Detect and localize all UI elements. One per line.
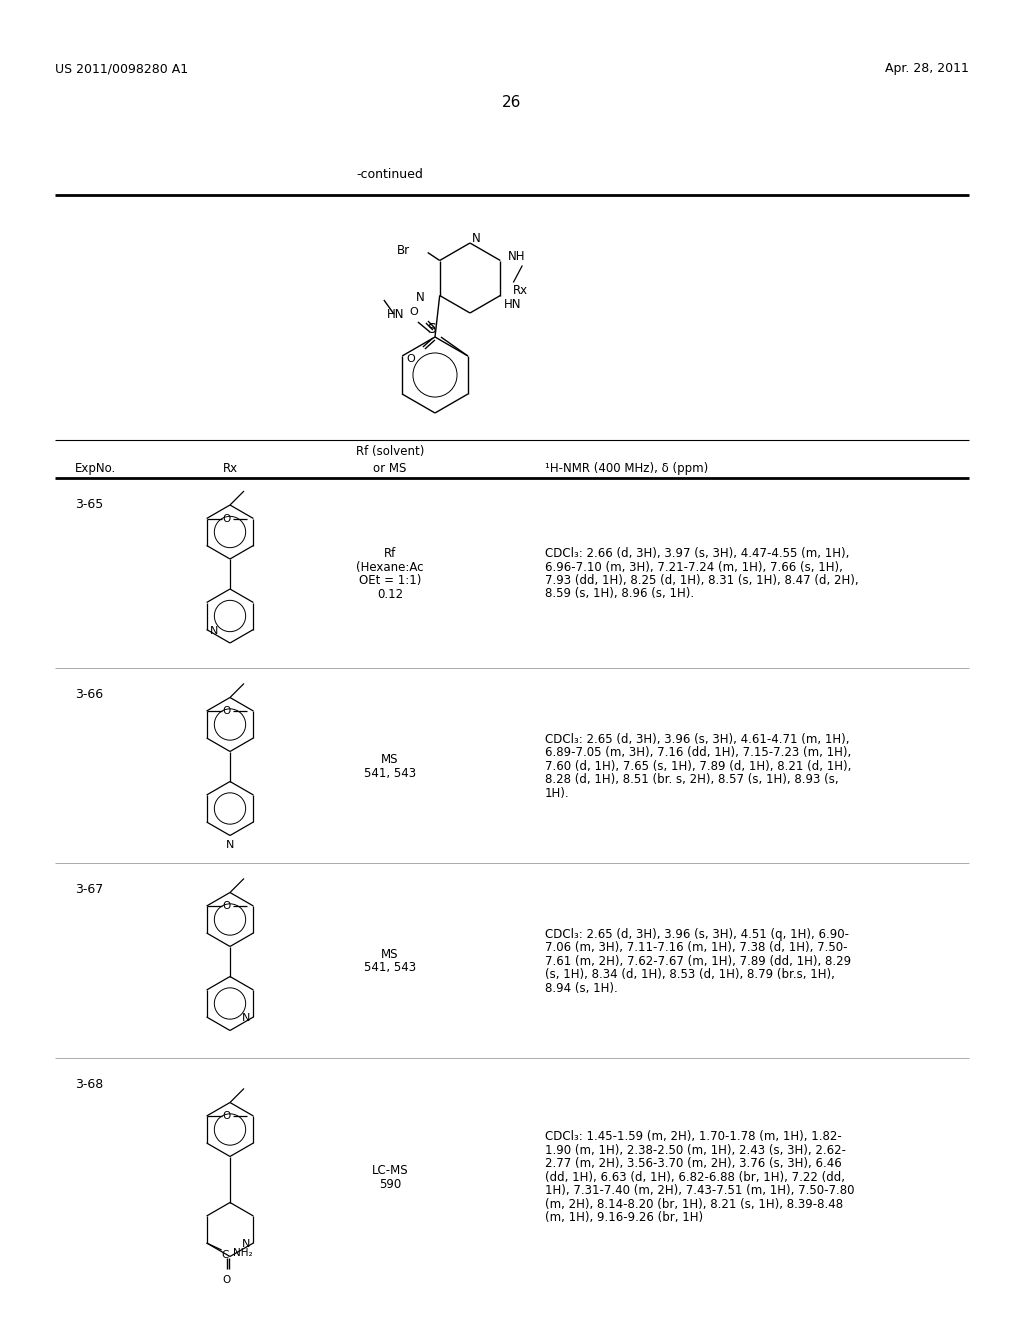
Text: 3-68: 3-68: [75, 1078, 103, 1092]
Text: N: N: [472, 232, 480, 246]
Text: S: S: [428, 322, 436, 337]
Text: 541, 543: 541, 543: [364, 961, 416, 974]
Text: CDCl₃: 1.45-1.59 (m, 2H), 1.70-1.78 (m, 1H), 1.82-: CDCl₃: 1.45-1.59 (m, 2H), 1.70-1.78 (m, …: [545, 1130, 842, 1143]
Text: Rx: Rx: [513, 285, 528, 297]
Text: CDCl₃: 2.66 (d, 3H), 3.97 (s, 3H), 4.47-4.55 (m, 1H),: CDCl₃: 2.66 (d, 3H), 3.97 (s, 3H), 4.47-…: [545, 546, 849, 560]
Text: 3-65: 3-65: [75, 498, 103, 511]
Text: 7.93 (dd, 1H), 8.25 (d, 1H), 8.31 (s, 1H), 8.47 (d, 2H),: 7.93 (dd, 1H), 8.25 (d, 1H), 8.31 (s, 1H…: [545, 574, 859, 587]
Text: (dd, 1H), 6.63 (d, 1H), 6.82-6.88 (br, 1H), 7.22 (dd,: (dd, 1H), 6.63 (d, 1H), 6.82-6.88 (br, 1…: [545, 1171, 845, 1184]
Text: 590: 590: [379, 1177, 401, 1191]
Text: 8.59 (s, 1H), 8.96 (s, 1H).: 8.59 (s, 1H), 8.96 (s, 1H).: [545, 587, 694, 601]
Text: NH: NH: [508, 249, 525, 263]
Text: MS: MS: [381, 948, 398, 961]
Text: O: O: [410, 308, 418, 317]
Text: 1.90 (m, 1H), 2.38-2.50 (m, 1H), 2.43 (s, 3H), 2.62-: 1.90 (m, 1H), 2.38-2.50 (m, 1H), 2.43 (s…: [545, 1143, 846, 1156]
Text: N: N: [416, 290, 425, 304]
Text: (s, 1H), 8.34 (d, 1H), 8.53 (d, 1H), 8.79 (br.s, 1H),: (s, 1H), 8.34 (d, 1H), 8.53 (d, 1H), 8.7…: [545, 969, 835, 981]
Text: US 2011/0098280 A1: US 2011/0098280 A1: [55, 62, 188, 75]
Text: O: O: [222, 706, 230, 715]
Text: 6.96-7.10 (m, 3H), 7.21-7.24 (m, 1H), 7.66 (s, 1H),: 6.96-7.10 (m, 3H), 7.21-7.24 (m, 1H), 7.…: [545, 561, 843, 573]
Text: O: O: [407, 354, 416, 364]
Text: N: N: [210, 626, 218, 635]
Text: Br: Br: [396, 244, 410, 257]
Text: MS: MS: [381, 752, 398, 766]
Text: 7.60 (d, 1H), 7.65 (s, 1H), 7.89 (d, 1H), 8.21 (d, 1H),: 7.60 (d, 1H), 7.65 (s, 1H), 7.89 (d, 1H)…: [545, 760, 851, 772]
Text: (m, 2H), 8.14-8.20 (br, 1H), 8.21 (s, 1H), 8.39-8.48: (m, 2H), 8.14-8.20 (br, 1H), 8.21 (s, 1H…: [545, 1197, 843, 1210]
Text: Apr. 28, 2011: Apr. 28, 2011: [885, 62, 969, 75]
Text: N: N: [242, 1012, 251, 1023]
Text: 2.77 (m, 2H), 3.56-3.70 (m, 2H), 3.76 (s, 3H), 6.46: 2.77 (m, 2H), 3.56-3.70 (m, 2H), 3.76 (s…: [545, 1158, 842, 1171]
Text: (Hexane:Ac: (Hexane:Ac: [356, 561, 424, 573]
Text: 1H), 7.31-7.40 (m, 2H), 7.43-7.51 (m, 1H), 7.50-7.80: 1H), 7.31-7.40 (m, 2H), 7.43-7.51 (m, 1H…: [545, 1184, 854, 1197]
Text: NH₂: NH₂: [232, 1247, 252, 1258]
Text: Rf: Rf: [384, 546, 396, 560]
Text: 3-67: 3-67: [75, 883, 103, 896]
Text: 0.12: 0.12: [377, 587, 403, 601]
Text: Rf (solvent): Rf (solvent): [355, 445, 424, 458]
Text: ExpNo.: ExpNo.: [75, 462, 117, 475]
Text: ¹H-NMR (400 MHz), δ (ppm): ¹H-NMR (400 MHz), δ (ppm): [545, 462, 709, 475]
Text: CDCl₃: 2.65 (d, 3H), 3.96 (s, 3H), 4.61-4.71 (m, 1H),: CDCl₃: 2.65 (d, 3H), 3.96 (s, 3H), 4.61-…: [545, 733, 850, 746]
Text: 541, 543: 541, 543: [364, 767, 416, 780]
Text: or MS: or MS: [374, 462, 407, 475]
Text: Rx: Rx: [222, 462, 238, 475]
Text: -continued: -continued: [356, 168, 424, 181]
Text: 8.94 (s, 1H).: 8.94 (s, 1H).: [545, 982, 617, 995]
Text: HN: HN: [504, 297, 522, 310]
Text: 1H).: 1H).: [545, 787, 569, 800]
Text: O: O: [222, 902, 230, 911]
Text: 7.06 (m, 3H), 7.11-7.16 (m, 1H), 7.38 (d, 1H), 7.50-: 7.06 (m, 3H), 7.11-7.16 (m, 1H), 7.38 (d…: [545, 941, 848, 954]
Text: LC-MS: LC-MS: [372, 1164, 409, 1177]
Text: O: O: [222, 1111, 230, 1121]
Text: CDCl₃: 2.65 (d, 3H), 3.96 (s, 3H), 4.51 (q, 1H), 6.90-: CDCl₃: 2.65 (d, 3H), 3.96 (s, 3H), 4.51 …: [545, 928, 849, 941]
Text: 8.28 (d, 1H), 8.51 (br. s, 2H), 8.57 (s, 1H), 8.93 (s,: 8.28 (d, 1H), 8.51 (br. s, 2H), 8.57 (s,…: [545, 774, 839, 787]
Text: 6.89-7.05 (m, 3H), 7.16 (dd, 1H), 7.15-7.23 (m, 1H),: 6.89-7.05 (m, 3H), 7.16 (dd, 1H), 7.15-7…: [545, 746, 851, 759]
Text: HN: HN: [386, 308, 403, 321]
Text: 3-66: 3-66: [75, 688, 103, 701]
Text: O: O: [222, 513, 230, 524]
Text: C: C: [221, 1250, 228, 1261]
Text: 26: 26: [503, 95, 521, 110]
Text: OEt = 1:1): OEt = 1:1): [358, 574, 421, 587]
Text: N: N: [226, 841, 234, 850]
Text: O: O: [222, 1275, 230, 1284]
Text: (m, 1H), 9.16-9.26 (br, 1H): (m, 1H), 9.16-9.26 (br, 1H): [545, 1212, 703, 1224]
Text: N: N: [242, 1239, 251, 1249]
Text: 7.61 (m, 2H), 7.62-7.67 (m, 1H), 7.89 (dd, 1H), 8.29: 7.61 (m, 2H), 7.62-7.67 (m, 1H), 7.89 (d…: [545, 954, 851, 968]
